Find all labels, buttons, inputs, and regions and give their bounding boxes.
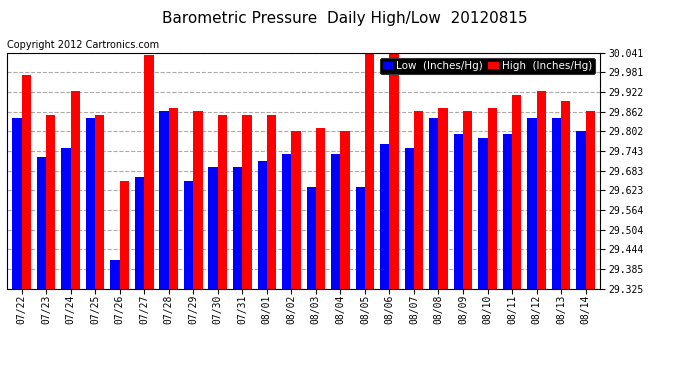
Bar xyxy=(503,134,512,289)
Bar xyxy=(389,53,399,289)
Bar xyxy=(586,111,595,289)
Bar xyxy=(193,111,203,289)
Bar xyxy=(453,134,463,289)
Bar xyxy=(119,180,129,289)
Bar xyxy=(463,111,472,289)
Bar xyxy=(429,118,438,289)
Bar xyxy=(380,144,389,289)
Text: Copyright 2012 Cartronics.com: Copyright 2012 Cartronics.com xyxy=(7,40,159,50)
Bar xyxy=(12,118,21,289)
Bar xyxy=(257,161,267,289)
Bar xyxy=(233,167,242,289)
Bar xyxy=(37,158,46,289)
Bar xyxy=(340,131,350,289)
Bar xyxy=(135,177,144,289)
Bar xyxy=(512,95,522,289)
Bar xyxy=(576,131,586,289)
Bar xyxy=(218,114,227,289)
Text: Barometric Pressure  Daily High/Low  20120815: Barometric Pressure Daily High/Low 20120… xyxy=(162,11,528,26)
Bar xyxy=(184,180,193,289)
Bar xyxy=(61,147,70,289)
Bar xyxy=(438,108,448,289)
Bar xyxy=(331,154,340,289)
Bar xyxy=(291,131,301,289)
Bar xyxy=(159,111,169,289)
Bar xyxy=(404,147,414,289)
Bar xyxy=(355,187,365,289)
Bar xyxy=(46,114,55,289)
Bar xyxy=(537,92,546,289)
Bar xyxy=(267,114,276,289)
Bar xyxy=(316,128,325,289)
Bar xyxy=(414,111,423,289)
Bar xyxy=(527,118,537,289)
Bar xyxy=(282,154,291,289)
Bar xyxy=(21,75,31,289)
Bar xyxy=(478,138,488,289)
Bar xyxy=(144,55,154,289)
Bar xyxy=(70,92,80,289)
Bar xyxy=(365,53,374,289)
Bar xyxy=(208,167,218,289)
Bar xyxy=(169,108,178,289)
Bar xyxy=(561,101,571,289)
Bar xyxy=(488,108,497,289)
Bar xyxy=(242,114,252,289)
Bar xyxy=(95,114,104,289)
Legend: Low  (Inches/Hg), High  (Inches/Hg): Low (Inches/Hg), High (Inches/Hg) xyxy=(380,58,595,74)
Bar xyxy=(86,118,95,289)
Bar xyxy=(552,118,561,289)
Bar xyxy=(110,260,119,289)
Bar xyxy=(306,187,316,289)
